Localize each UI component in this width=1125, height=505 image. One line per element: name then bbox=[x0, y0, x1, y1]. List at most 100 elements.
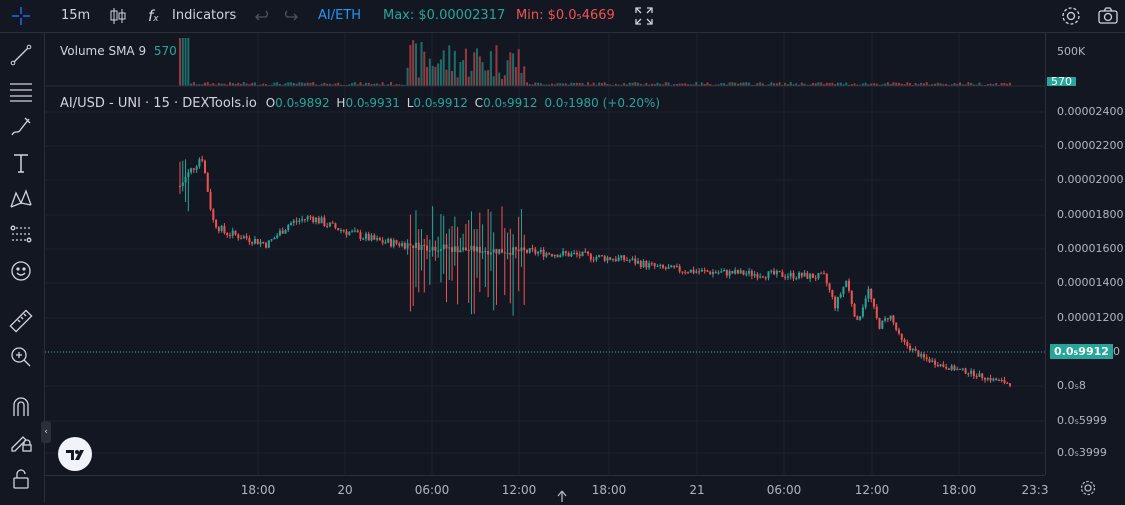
pair-button[interactable]: AI/ETH bbox=[318, 8, 362, 23]
candle-body bbox=[853, 303, 856, 317]
time-axis[interactable]: 18:00 20 06:00 12:00 18:00 21 06:00 12:0… bbox=[45, 475, 1048, 504]
volume-bar bbox=[753, 84, 756, 86]
magnet-icon[interactable] bbox=[9, 395, 33, 419]
indicators-button[interactable]: Indicators bbox=[172, 8, 237, 23]
candle-body bbox=[295, 220, 298, 222]
candle-body bbox=[550, 254, 553, 257]
brush-icon[interactable] bbox=[9, 115, 33, 139]
settings-gear-icon[interactable] bbox=[1060, 5, 1082, 27]
undo-icon[interactable] bbox=[255, 9, 271, 23]
time-axis-settings-icon[interactable] bbox=[1079, 479, 1097, 497]
volume-bar bbox=[398, 84, 401, 86]
scroll-up-arrow-icon[interactable] bbox=[557, 490, 567, 502]
crosshair-icon[interactable] bbox=[10, 5, 32, 27]
volume-bar bbox=[834, 84, 837, 86]
volume-bar bbox=[723, 83, 726, 86]
redo-icon[interactable] bbox=[282, 9, 298, 23]
volume-bar bbox=[231, 83, 234, 86]
zoom-in-icon[interactable] bbox=[9, 345, 33, 369]
fullscreen-icon[interactable] bbox=[634, 6, 654, 26]
candle-body bbox=[839, 294, 842, 298]
candle-body bbox=[678, 266, 681, 272]
volume-bar bbox=[612, 84, 615, 86]
candle-body bbox=[462, 247, 465, 251]
volume-bar bbox=[498, 72, 501, 86]
fib-icon[interactable] bbox=[9, 223, 33, 247]
candle-body bbox=[570, 253, 573, 257]
volume-bar bbox=[487, 70, 490, 86]
candle-body bbox=[864, 298, 867, 308]
volume-bar bbox=[673, 84, 676, 86]
tradingview-logo[interactable] bbox=[58, 437, 92, 471]
candle-body bbox=[503, 252, 506, 254]
volume-bar bbox=[503, 75, 506, 86]
candle-body bbox=[761, 276, 764, 278]
volume-bar bbox=[295, 83, 298, 86]
volume-bar bbox=[242, 82, 245, 86]
candle-body bbox=[478, 246, 481, 253]
text-icon[interactable] bbox=[9, 151, 33, 175]
candle-body bbox=[600, 255, 603, 257]
volume-bar bbox=[984, 84, 987, 86]
candle-body bbox=[997, 380, 1000, 382]
candle-body bbox=[742, 270, 745, 275]
candle-body bbox=[939, 364, 942, 367]
open-label: O bbox=[265, 96, 276, 110]
candle-body bbox=[351, 231, 354, 233]
camera-icon[interactable] bbox=[1097, 5, 1119, 27]
price-scale[interactable]: 500K 570 0.00002400 0.00002200 0.0000200… bbox=[1045, 33, 1125, 475]
ruler-icon[interactable] bbox=[9, 309, 33, 333]
volume-bar bbox=[409, 45, 412, 86]
candle-body bbox=[748, 270, 751, 274]
candle-body bbox=[581, 251, 584, 257]
volume-bar bbox=[501, 79, 504, 86]
fx-icon[interactable]: fx bbox=[148, 7, 159, 25]
volume-legend: Volume SMA 9 570 bbox=[60, 44, 177, 58]
pattern-icon[interactable] bbox=[9, 187, 33, 211]
candle-body bbox=[301, 219, 304, 221]
volume-bar bbox=[512, 53, 515, 86]
high-label: H bbox=[336, 96, 346, 110]
candle-body bbox=[464, 247, 467, 251]
candle-body bbox=[348, 231, 351, 235]
unlock-icon[interactable] bbox=[9, 467, 33, 491]
candle-body bbox=[412, 245, 415, 249]
volume-bar bbox=[881, 84, 884, 86]
chart-canvas[interactable] bbox=[45, 33, 1045, 475]
candle-body bbox=[326, 225, 329, 227]
candle-body bbox=[520, 247, 523, 252]
collapse-toolbar-button[interactable]: ‹ bbox=[41, 421, 51, 443]
volume-bar bbox=[648, 84, 651, 86]
chart-pane[interactable]: Volume SMA 9 570 AI/USD - UNI · 15 · DEX… bbox=[45, 33, 1045, 475]
candle-body bbox=[956, 368, 959, 370]
lock-pencil-icon[interactable] bbox=[9, 429, 33, 453]
volume-bar bbox=[240, 83, 243, 86]
time-label: 20 bbox=[337, 483, 353, 497]
volume-bar bbox=[809, 84, 812, 86]
candle-body bbox=[417, 242, 420, 250]
candle-body bbox=[206, 173, 209, 192]
candle-body bbox=[920, 354, 923, 357]
candle-body bbox=[381, 240, 384, 243]
volume-bar bbox=[495, 45, 498, 86]
trend-line-icon[interactable] bbox=[9, 43, 33, 67]
candle-body bbox=[784, 276, 787, 278]
interval-button[interactable]: 15m bbox=[61, 8, 91, 23]
volume-bar bbox=[847, 84, 850, 86]
horizontal-lines-icon[interactable] bbox=[9, 79, 33, 103]
candle-body bbox=[992, 378, 995, 381]
volume-bar bbox=[528, 84, 531, 86]
volume-bar bbox=[725, 84, 728, 86]
volume-bar bbox=[353, 82, 356, 86]
candles-icon[interactable] bbox=[108, 6, 128, 26]
volume-bar bbox=[717, 84, 720, 86]
volume-legend-name: Volume SMA 9 bbox=[60, 44, 147, 58]
candle-body bbox=[395, 240, 398, 244]
candle-body bbox=[1003, 380, 1006, 383]
volume-bar bbox=[462, 60, 465, 86]
volume-bar bbox=[589, 84, 592, 86]
candle-body bbox=[623, 255, 626, 261]
time-label: 12:00 bbox=[854, 483, 890, 497]
volume-bar bbox=[445, 69, 448, 86]
emoji-icon[interactable] bbox=[9, 259, 33, 283]
